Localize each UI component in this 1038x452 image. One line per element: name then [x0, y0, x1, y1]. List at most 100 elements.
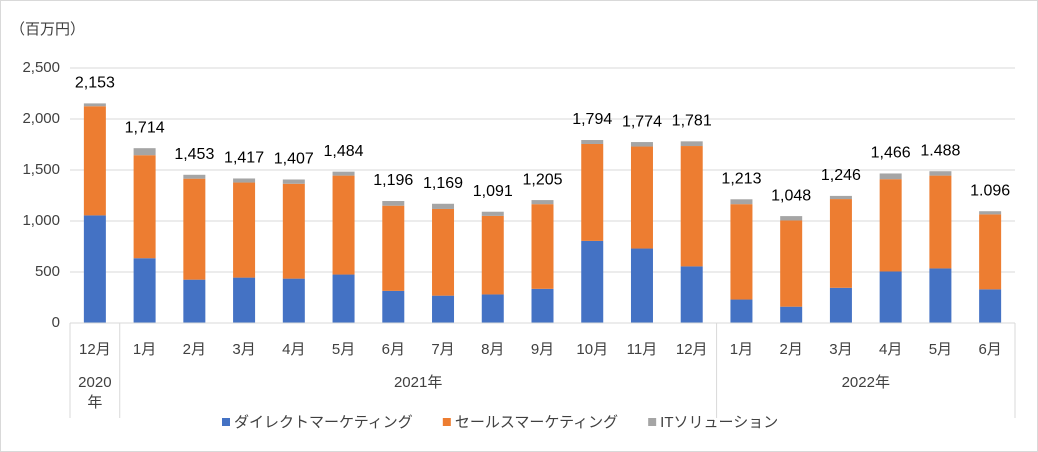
bar-segment [581, 240, 604, 323]
bar-segment [680, 141, 703, 147]
bar-segment [531, 200, 554, 205]
x-tick-label: 7月 [431, 341, 454, 358]
bar-segment [630, 248, 653, 323]
bar-segment [829, 287, 852, 323]
bar-segment [879, 173, 902, 180]
bar-segment [183, 178, 206, 280]
bar-segment [630, 146, 653, 249]
bar-segment [780, 216, 803, 221]
total-label: 1,048 [771, 187, 811, 204]
bar-segment [282, 278, 305, 323]
bar-segment [233, 182, 256, 278]
legend-swatch [648, 418, 657, 426]
legend-label: ダイレクトマーケティング [234, 414, 413, 431]
bar-segment [929, 175, 952, 269]
total-label: 1,466 [871, 145, 911, 162]
bar-segment [979, 211, 1002, 215]
x-tick-label: 2月 [780, 341, 803, 358]
bar-segment [432, 203, 455, 209]
bar-segment [531, 288, 554, 323]
bar-segment [233, 277, 256, 323]
legend-label: セールスマーケティング [455, 414, 618, 431]
x-tick-label: 6月 [978, 341, 1001, 358]
bar-segment [332, 175, 355, 275]
bar-segment [233, 178, 256, 183]
bar-segment [382, 290, 405, 323]
y-tick-label: 500 [35, 263, 60, 280]
bar-segment [730, 299, 753, 323]
total-label: 1,714 [125, 119, 165, 136]
y-tick-label: 2,000 [22, 110, 60, 127]
bar-segment [879, 179, 902, 272]
bar-segment [929, 268, 952, 323]
bar-segment [581, 143, 604, 241]
total-label: 1.096 [970, 182, 1010, 199]
bar-segment [829, 195, 852, 200]
bar-segment [979, 289, 1002, 323]
group-label: 2021年 [393, 374, 443, 391]
x-tick-label: 12月 [79, 341, 111, 358]
total-label: 1,169 [423, 175, 463, 192]
x-tick-label: 3月 [232, 341, 255, 358]
legend-swatch [442, 418, 451, 426]
total-label: 1,774 [622, 113, 662, 130]
bar-segment [730, 199, 753, 205]
bar-segment [780, 220, 803, 307]
bar-segment [481, 294, 504, 323]
bar-segment [829, 199, 852, 288]
x-tick-label: 1月 [730, 341, 753, 358]
total-label: 1,484 [324, 143, 364, 160]
bar-segment [481, 215, 504, 295]
bar-segment [282, 183, 305, 279]
legend-label: ITソリューション [660, 414, 778, 431]
bar-segment [581, 140, 604, 144]
total-label: 1,205 [522, 171, 562, 188]
x-tick-label: 5月 [929, 341, 952, 358]
bar-segment [730, 204, 753, 300]
total-label: 1,213 [721, 170, 761, 187]
bar-segment [133, 148, 156, 156]
bar-segment [133, 258, 156, 323]
legend-swatch [222, 418, 230, 426]
total-label: 1,794 [572, 111, 612, 128]
x-tick-label: 4月 [879, 341, 902, 358]
bar-segment [630, 142, 653, 147]
bar-segment [83, 106, 106, 216]
x-tick-label: 10月 [576, 341, 608, 358]
bar-segment [432, 208, 455, 296]
bar-segment [879, 271, 902, 323]
bar-segment [531, 204, 554, 289]
bar-segment [481, 211, 504, 216]
bar-segment [382, 201, 405, 206]
total-label: 1,781 [672, 113, 712, 130]
total-label: 1.488 [920, 142, 960, 159]
x-tick-label: 8月 [481, 341, 504, 358]
x-tick-label: 4月 [282, 341, 305, 358]
total-label: 2,153 [75, 75, 115, 92]
x-tick-label: 11月 [627, 341, 658, 358]
bar-segment [680, 266, 703, 323]
unit-label: （百万円） [10, 21, 85, 38]
total-label: 1,417 [224, 150, 264, 167]
x-tick-label: 6月 [382, 341, 405, 358]
group-label: 2022年 [841, 374, 890, 391]
total-label: 1,453 [174, 146, 214, 163]
total-label: 1,246 [821, 167, 861, 184]
y-tick-label: 0 [52, 314, 60, 331]
total-label: 1,091 [473, 183, 513, 200]
bar-segment [680, 146, 703, 267]
y-tick-label: 2,500 [22, 59, 60, 76]
x-tick-label: 2月 [183, 341, 206, 358]
total-label: 1,407 [274, 151, 314, 168]
bar-segment [133, 155, 156, 259]
bar-segment [83, 215, 106, 323]
x-tick-label: 5月 [332, 341, 355, 358]
x-tick-label: 1月 [133, 341, 156, 358]
bar-segment [979, 214, 1002, 290]
x-tick-label: 3月 [829, 341, 852, 358]
bar-segment [382, 205, 405, 291]
group-label: 2020年 [78, 374, 112, 411]
bar-segment [929, 171, 952, 176]
